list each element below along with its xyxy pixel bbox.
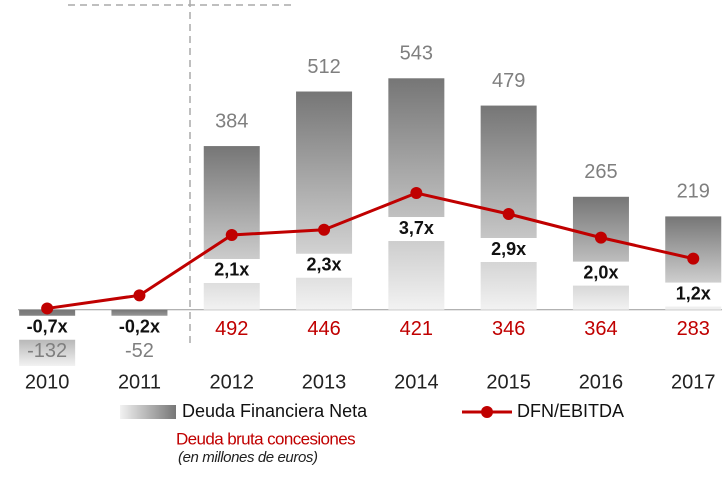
label-box xyxy=(18,315,77,340)
line-value-label: 1,2x xyxy=(676,283,711,303)
label-box xyxy=(202,258,261,283)
concessions-value: 346 xyxy=(492,318,525,340)
bar xyxy=(480,105,537,310)
bar-value-label: 512 xyxy=(307,56,340,78)
line xyxy=(46,191,694,310)
concessions-value: 283 xyxy=(677,318,710,340)
bar-value-label: 384 xyxy=(215,110,248,132)
bar xyxy=(203,146,260,310)
x-tick-label: 2015 xyxy=(486,371,531,393)
concessions-value: 446 xyxy=(307,318,340,340)
x-tick-label: 2010 xyxy=(25,371,70,393)
label-box xyxy=(387,217,446,242)
plot: -132 -52 384 512 543 479 265 219 -0,7x -0,2x 2,1x 2… xyxy=(18,43,723,393)
line-value-label: 2,9x xyxy=(491,239,526,259)
legend-swatch-bar xyxy=(120,405,176,419)
label-box xyxy=(571,261,630,286)
concessions-value: 421 xyxy=(400,318,433,340)
bar xyxy=(572,196,629,310)
line-value-label: -0,7x xyxy=(27,317,68,337)
point xyxy=(687,252,700,265)
point xyxy=(41,302,54,315)
line-value-label: -0,2x xyxy=(119,317,160,337)
bar-value-label: 219 xyxy=(677,181,710,203)
point xyxy=(133,289,146,302)
point xyxy=(502,208,515,221)
x-tick-label: 2016 xyxy=(579,371,624,393)
bar-value-label: 265 xyxy=(584,161,617,183)
label-box xyxy=(110,315,169,340)
concessions-title: Deuda bruta concesiones xyxy=(176,429,355,448)
point xyxy=(594,231,607,244)
concessions-value: 364 xyxy=(584,318,617,340)
legend: Deuda Financiera Neta DFN/EBITDA Deuda b… xyxy=(120,401,624,466)
concessions-value: 492 xyxy=(215,318,248,340)
subtitle: (en millones de euros) xyxy=(178,449,318,466)
x-tick-label: 2017 xyxy=(671,371,716,393)
x-tick-label: 2013 xyxy=(302,371,347,393)
bar-value-label: -52 xyxy=(125,340,154,362)
x-tick-label: 2011 xyxy=(118,371,161,393)
label-box xyxy=(295,253,354,278)
line-value-label: 2,1x xyxy=(214,260,249,280)
bar-value-label: 479 xyxy=(492,70,525,92)
point xyxy=(318,223,331,236)
bar-value-label: -132 xyxy=(27,340,67,362)
line-value-label: 3,7x xyxy=(399,218,434,238)
point xyxy=(410,187,423,200)
legend-label: DFN/EBITDA xyxy=(517,401,624,421)
label-box xyxy=(479,238,538,263)
point xyxy=(225,228,238,241)
line-value-label: 2,3x xyxy=(307,254,342,274)
line-value-label: 2,0x xyxy=(583,262,618,282)
label-box xyxy=(664,282,723,307)
legend-label: Deuda Financiera Neta xyxy=(182,401,368,421)
legend-swatch-dot xyxy=(481,406,493,418)
bar-value-label: 543 xyxy=(400,43,433,65)
x-tick-label: 2012 xyxy=(210,371,255,393)
x-tick-label: 2014 xyxy=(394,371,439,393)
